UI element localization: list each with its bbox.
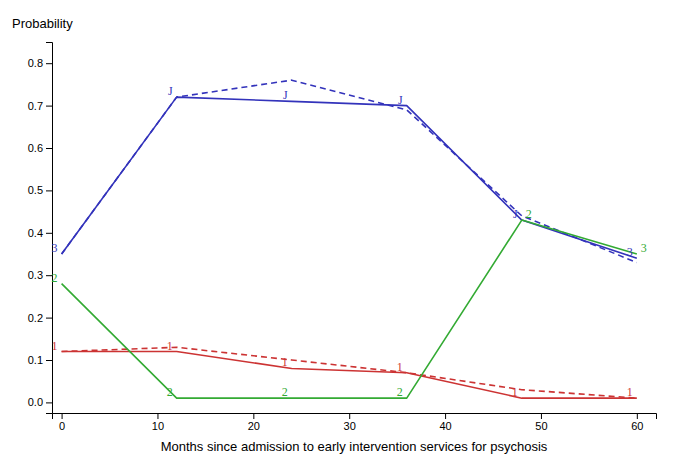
point-label: 1 — [167, 339, 173, 353]
y-axis: 0.0 0.1 0.2 0.3 0.4 0.5 0.6 0.7 0.8 — [28, 43, 53, 414]
point-label: 3 — [641, 241, 647, 255]
point-label: 1 — [282, 355, 288, 369]
plot: 0 10 20 30 40 50 60 0.0 0.1 0.2 0.3 0.4 0.5 0.6 0.7 0.8… — [28, 43, 657, 432]
x-axis: 0 10 20 30 40 50 60 — [53, 413, 657, 432]
tick: 0.3 — [28, 269, 52, 281]
point-labels: 3 J J J J 3 1 1 1 1 1 1 2 2 2 2 2 3 — [52, 84, 647, 399]
tick: 0.5 — [28, 184, 52, 196]
tick-mark — [349, 413, 350, 419]
tick-label: 0.6 — [28, 142, 43, 154]
tick-label: 0.5 — [28, 184, 43, 196]
tick: 0.4 — [28, 227, 52, 239]
tick: 0 — [59, 413, 65, 432]
chart: 0 10 20 30 40 50 60 0.0 0.1 0.2 0.3 0.4 0.5 0.6 0.7 0.8… — [0, 0, 680, 461]
point-label: J — [168, 84, 173, 98]
tick-mark — [637, 413, 638, 419]
tick-label: 0 — [59, 420, 65, 432]
point-label: J — [513, 207, 518, 221]
tick: 60 — [631, 413, 643, 432]
tick-label: 30 — [344, 420, 356, 432]
x-axis-title: Months since admission to early interven… — [161, 439, 548, 454]
tick-mark — [157, 413, 158, 419]
tick: 0.8 — [28, 57, 52, 69]
tick: 50 — [535, 413, 547, 432]
point-label: 2 — [52, 271, 58, 285]
tick: 10 — [152, 413, 164, 432]
tick-mark — [62, 413, 63, 419]
tick-mark — [46, 233, 52, 234]
point-label: J — [398, 93, 403, 107]
tick-mark — [46, 402, 52, 403]
axis-line — [46, 43, 53, 414]
y-axis-title: Probability — [12, 16, 73, 31]
tick-mark — [46, 106, 52, 107]
tick: 40 — [439, 413, 451, 432]
tick: 30 — [344, 413, 356, 432]
tick-mark — [46, 148, 52, 149]
tick-mark — [46, 360, 52, 361]
tick-label: 0.1 — [28, 354, 43, 366]
lines — [62, 80, 637, 398]
tick-label: 0.0 — [28, 396, 43, 408]
axis-line — [53, 414, 657, 420]
tick-mark — [253, 413, 254, 419]
tick: 0.7 — [28, 100, 52, 112]
tick: 20 — [248, 413, 260, 432]
tick-label: 10 — [152, 420, 164, 432]
tick-mark — [46, 318, 52, 319]
tick-mark — [46, 63, 52, 64]
tick: 0.2 — [28, 312, 52, 324]
point-label: 3 — [52, 241, 58, 255]
tick-mark — [445, 413, 446, 419]
tick-label: 0.8 — [28, 57, 43, 69]
point-label: 2 — [397, 385, 403, 399]
line — [62, 97, 637, 258]
point-label: 1 — [397, 360, 403, 374]
tick: 0.1 — [28, 354, 52, 366]
line — [62, 220, 637, 398]
tick: 0.6 — [28, 142, 52, 154]
tick-label: 0.4 — [28, 227, 43, 239]
tick-label: 0.7 — [28, 100, 43, 112]
point-label: 2 — [282, 385, 288, 399]
tick: 0.0 — [28, 396, 52, 408]
tick-mark — [46, 190, 52, 191]
point-label: 3 — [627, 245, 633, 259]
tick-label: 20 — [248, 420, 260, 432]
point-label: J — [283, 88, 288, 102]
tick-label: 0.2 — [28, 312, 43, 324]
tick-label: 0.3 — [28, 269, 43, 281]
line — [62, 347, 637, 398]
tick-label: 50 — [535, 420, 547, 432]
tick-label: 60 — [631, 420, 643, 432]
line — [62, 80, 637, 262]
point-label: 1 — [512, 385, 518, 399]
tick-label: 40 — [439, 420, 451, 432]
point-label: 1 — [627, 385, 633, 399]
point-label: 2 — [167, 385, 173, 399]
point-label: 1 — [52, 339, 58, 353]
point-label: 2 — [526, 207, 532, 221]
tick-mark — [541, 413, 542, 419]
